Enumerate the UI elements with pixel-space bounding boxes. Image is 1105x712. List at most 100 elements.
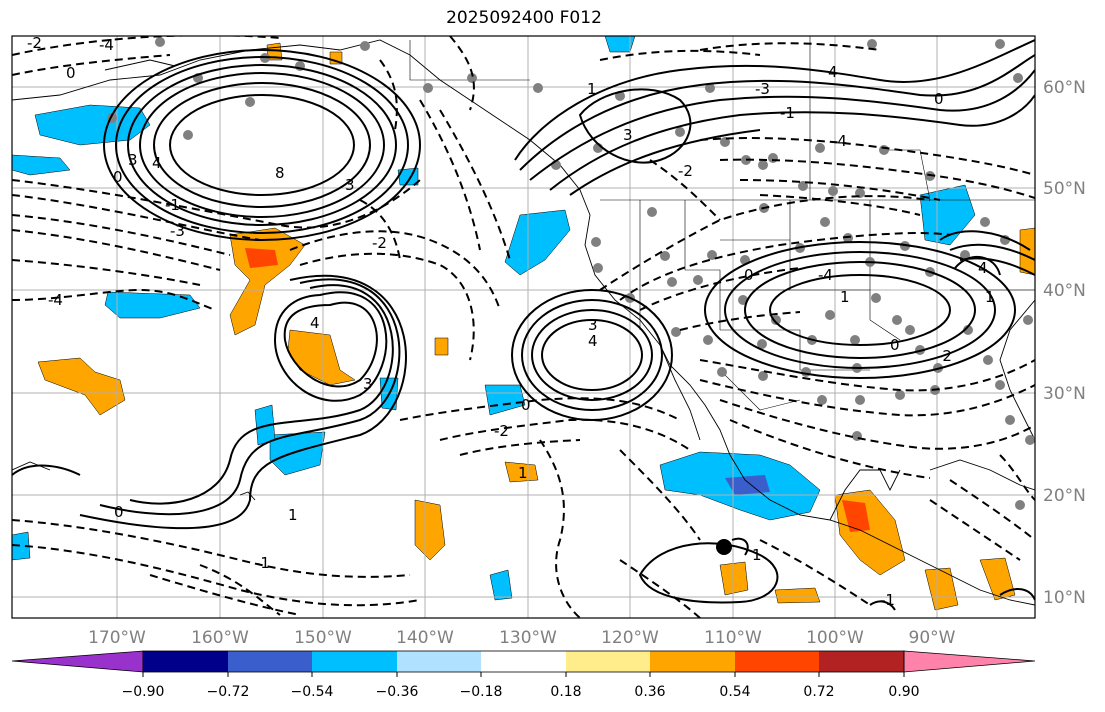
colorbar-segment [650, 651, 735, 672]
contour-label: -1 [780, 104, 795, 122]
shading-layer [12, 36, 1035, 611]
contour-label: 1 [288, 506, 298, 524]
contour-label: -1 [880, 591, 895, 609]
colorbar-frame [142, 650, 905, 673]
contour-label: 0 [521, 396, 531, 414]
contour-label: 3 [128, 151, 138, 169]
contour-label: 0 [934, 90, 944, 108]
orange-shading [37, 357, 126, 416]
contour-label: 0 [890, 336, 900, 354]
colorbar-segment [397, 651, 481, 672]
colorbar: −0.90 −0.72 −0.54 −0.36 −0.18 0.18 0.36 … [11, 650, 1036, 700]
colorbar-extend-high [903, 650, 1036, 673]
colorbar-tick-label: −0.72 [207, 684, 250, 700]
contour-label: 1 [985, 288, 995, 306]
colorbar-tick-label: −0.18 [460, 684, 503, 700]
colorbar-segment [819, 651, 904, 672]
contour-labels: 0 -2 -4 8 4 3 -1 -3 0 3 4 -2 -4 4 3 0 -2… [27, 34, 995, 609]
contour-label: -1 [165, 196, 180, 214]
lon-label: 100°W [806, 628, 864, 648]
contour-label: -4 [48, 291, 63, 309]
contour-label: 0 [113, 168, 123, 186]
contour-label: 3 [588, 316, 598, 334]
lon-label: 140°W [396, 628, 454, 648]
contour-label: 1 [840, 288, 850, 306]
storm-marker [716, 537, 749, 556]
colorbar-ticks [142, 672, 905, 677]
purple-shading [725, 475, 770, 495]
colorbar-tick-label: −0.54 [291, 684, 334, 700]
contour-label: 0 [66, 64, 76, 82]
cyan-shading [504, 209, 571, 276]
contour-label: -2 [27, 34, 42, 52]
orange-shading [504, 461, 539, 483]
longitude-labels: 170°W 160°W 150°W 140°W 130°W 120°W 110°… [88, 628, 956, 648]
orange-shading [719, 561, 749, 596]
contour-label: 0 [114, 503, 124, 521]
colorbar-tick-label: −0.90 [122, 684, 165, 700]
lon-label: 130°W [499, 628, 557, 648]
red-shading [842, 500, 870, 532]
orange-shading [434, 337, 449, 356]
cyan-shading [104, 291, 201, 319]
colorbar-segment [312, 651, 397, 672]
colorbar-segment [566, 651, 650, 672]
contour-label: 4 [828, 63, 838, 81]
lat-label: 40°N [1043, 281, 1086, 301]
cyan-shading [34, 104, 151, 146]
colorbar-segment [735, 651, 819, 672]
contour-label: -2 [494, 422, 509, 440]
colorbar-tick-label: 0.54 [719, 684, 750, 700]
contour-label: -2 [937, 347, 952, 365]
contour-label: -3 [170, 222, 185, 240]
colorbar-segment [143, 651, 228, 672]
solid-contours [12, 39, 1035, 611]
contour-label: 1 [752, 546, 762, 564]
map-area [12, 36, 1035, 618]
contour-label: -4 [818, 266, 833, 284]
lon-label: 120°W [601, 628, 659, 648]
dashed-contours [12, 36, 1035, 618]
figure-title: 2025092400 F012 [446, 8, 602, 28]
contour-label: 3 [623, 126, 633, 144]
contour-label: 1 [587, 80, 597, 98]
lon-label: 110°W [704, 628, 762, 648]
contour-label: -4 [99, 36, 114, 54]
colorbar-tick-label: 0.36 [634, 684, 665, 700]
orange-shading [1019, 227, 1035, 276]
contour-label: 1 [518, 464, 528, 482]
colorbar-extend-low [11, 650, 144, 673]
contour-label: -2 [678, 162, 693, 180]
cyan-shading [269, 431, 326, 476]
lon-label: 150°W [294, 628, 352, 648]
contour-label: -1 [255, 554, 270, 572]
lon-label: 160°W [191, 628, 249, 648]
red-shading [245, 248, 278, 268]
contour-label: 4 [588, 332, 598, 350]
lat-label: 30°N [1043, 384, 1086, 404]
contour-label: 3 [345, 176, 355, 194]
contour-label: 0 [744, 266, 754, 284]
cyan-shading [12, 531, 31, 561]
colorbar-segment [228, 651, 312, 672]
orange-shading [414, 499, 446, 561]
cyan-shading [12, 154, 71, 176]
contour-label: -3 [755, 80, 770, 98]
lon-label: 90°W [909, 628, 956, 648]
orange-shading [774, 587, 821, 604]
state-borders [409, 36, 1035, 411]
colorbar-segment [481, 651, 566, 672]
latitude-labels: 60°N 50°N 40°N 30°N 20°N 10°N [1043, 78, 1086, 608]
contour-label: -2 [372, 234, 387, 252]
map-frame [11, 35, 1036, 619]
lat-label: 10°N [1043, 588, 1086, 608]
contour-label: -4 [832, 132, 847, 150]
orange-shading [979, 557, 1016, 601]
contour-label: 4 [978, 259, 988, 277]
lat-label: 50°N [1043, 179, 1086, 199]
contour-label: 3 [363, 375, 373, 393]
colorbar-tick-label: 0.72 [803, 684, 834, 700]
contour-label: 8 [275, 164, 285, 182]
colorbar-tick-label: 0.18 [550, 684, 581, 700]
